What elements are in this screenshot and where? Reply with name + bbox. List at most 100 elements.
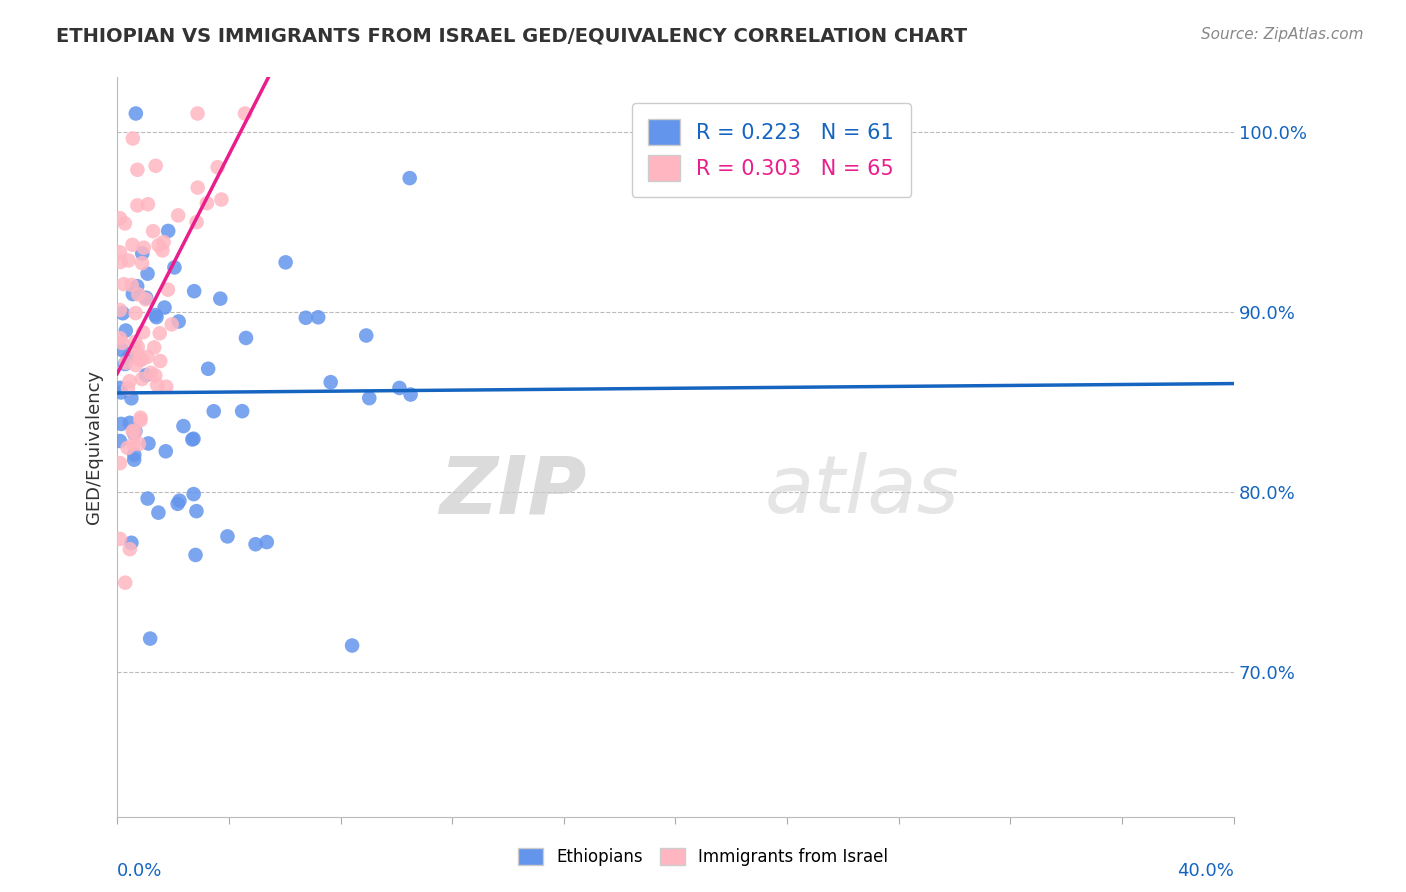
Point	[145, 308, 167, 322]
Point	[131, 352, 153, 367]
Point	[138, 436, 160, 450]
Point	[118, 542, 141, 557]
Point	[136, 267, 159, 281]
Point	[121, 424, 143, 438]
Text: 0.0%: 0.0%	[117, 862, 163, 880]
Point	[135, 291, 157, 305]
Point	[181, 433, 204, 447]
Point	[139, 632, 162, 646]
Point	[132, 241, 155, 255]
Point	[143, 340, 166, 354]
Point	[245, 537, 267, 551]
Point	[108, 245, 131, 260]
Point	[166, 497, 188, 511]
Point	[152, 244, 174, 258]
Point	[108, 532, 131, 546]
Point	[118, 416, 141, 430]
Point	[136, 491, 159, 506]
Point	[152, 235, 174, 249]
Point	[111, 343, 134, 358]
Point	[111, 335, 134, 350]
Point	[186, 504, 208, 518]
Point	[359, 391, 381, 405]
Point	[172, 419, 194, 434]
Point	[184, 548, 207, 562]
Point	[127, 162, 149, 177]
Point	[207, 160, 229, 174]
Point	[149, 354, 172, 368]
Point	[157, 224, 180, 238]
Point	[122, 426, 145, 441]
Point	[128, 352, 150, 367]
Point	[202, 404, 225, 418]
Point	[125, 346, 148, 360]
Point	[183, 487, 205, 501]
Point	[121, 131, 143, 145]
Point	[110, 255, 132, 269]
Point	[146, 378, 169, 392]
Point	[127, 279, 149, 293]
Point	[129, 410, 152, 425]
Point	[121, 237, 143, 252]
Legend: Ethiopians, Immigrants from Israel: Ethiopians, Immigrants from Israel	[510, 840, 896, 875]
Point	[114, 575, 136, 590]
Point	[110, 385, 132, 400]
Point	[125, 358, 148, 372]
Point	[294, 310, 316, 325]
Point	[114, 324, 136, 338]
Point	[209, 292, 232, 306]
Point	[108, 434, 131, 448]
Point	[148, 506, 170, 520]
Point	[128, 437, 150, 451]
Point	[155, 380, 177, 394]
Point	[163, 260, 186, 275]
Point	[195, 196, 218, 211]
Point	[399, 387, 422, 401]
Point	[121, 277, 143, 292]
Point	[274, 255, 297, 269]
Point	[117, 381, 139, 395]
Point	[117, 253, 139, 268]
Point	[135, 368, 157, 382]
Point	[340, 639, 363, 653]
Point	[398, 171, 420, 186]
Point	[124, 448, 146, 462]
Text: Source: ZipAtlas.com: Source: ZipAtlas.com	[1201, 27, 1364, 42]
Point	[145, 310, 167, 325]
Point	[125, 106, 148, 120]
Point	[186, 215, 208, 229]
Text: ZIP: ZIP	[439, 452, 586, 531]
Point	[155, 444, 177, 458]
Point	[217, 529, 239, 543]
Point	[131, 246, 153, 260]
Point	[209, 193, 232, 207]
Point	[145, 159, 167, 173]
Point	[233, 106, 256, 120]
Point	[197, 361, 219, 376]
Point	[121, 287, 143, 301]
Point	[108, 303, 131, 318]
Point	[129, 413, 152, 427]
Point	[139, 366, 162, 380]
Point	[131, 372, 153, 386]
Point	[112, 277, 135, 292]
Point	[136, 197, 159, 211]
Point	[354, 328, 377, 343]
Point	[124, 306, 146, 320]
Point	[108, 381, 131, 395]
Point	[186, 106, 208, 120]
Point	[142, 224, 165, 238]
Point	[256, 535, 278, 549]
Point	[143, 368, 166, 383]
Point	[124, 425, 146, 439]
Point	[108, 331, 131, 345]
Point	[111, 306, 134, 320]
Point	[148, 238, 170, 252]
Point	[108, 456, 131, 470]
Point	[117, 351, 139, 365]
Point	[124, 334, 146, 349]
Point	[120, 392, 142, 406]
Point	[183, 284, 205, 298]
Point	[135, 293, 157, 307]
Point	[115, 356, 138, 370]
